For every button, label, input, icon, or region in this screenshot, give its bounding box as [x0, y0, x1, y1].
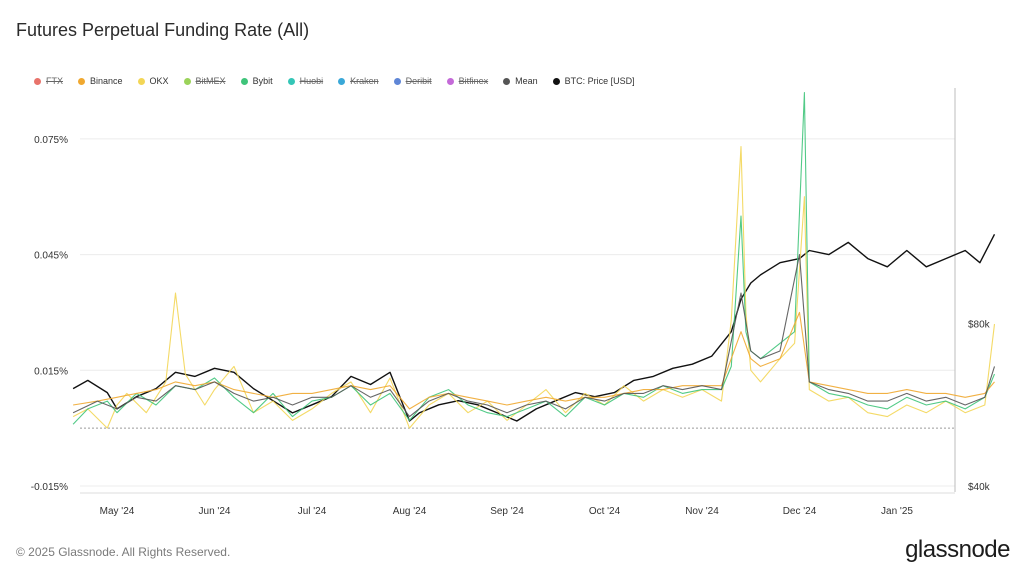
x-tick-label: Jul '24 [298, 506, 327, 517]
legend-swatch [338, 77, 346, 85]
legend-swatch [183, 77, 191, 85]
legend-swatch [137, 77, 145, 85]
x-tick-label: Aug '24 [393, 506, 427, 517]
y2-tick-label: $80k [968, 320, 991, 331]
legend-label: Mean [515, 76, 538, 86]
legend-label: Binance [90, 76, 123, 86]
legend-item-huobi[interactable]: Huobi [287, 74, 324, 88]
legend-item-kraken[interactable]: Kraken [338, 74, 379, 88]
legend-item-bybit[interactable]: Bybit [240, 74, 273, 88]
y-tick-label: 0.075% [34, 135, 68, 146]
legend-item-okx[interactable]: OKX [137, 74, 169, 88]
y-tick-label: 0.045% [34, 251, 68, 262]
x-tick-label: Jan '25 [881, 506, 913, 517]
chart-legend: FTX Binance OKX BitMEX Bybit Huobi Kraken Derib… [34, 74, 650, 88]
series-line-bybit [72, 92, 996, 425]
legend-item-mean[interactable]: Mean [503, 74, 538, 88]
y-tick-label: -0.015% [31, 482, 68, 493]
legend-swatch [393, 77, 401, 85]
legend-item-ftx[interactable]: FTX [34, 74, 63, 88]
x-tick-label: Nov '24 [685, 506, 719, 517]
legend-swatch [287, 77, 295, 85]
series-line-binance [73, 311, 995, 410]
y2-tick-label: $40k [968, 482, 991, 493]
y-tick-label: 0.015% [34, 366, 68, 377]
legend-label: Bitfinex [458, 76, 489, 86]
legend-label: BTC: Price [USD] [564, 76, 635, 86]
legend-label: Bybit [252, 76, 273, 86]
legend-swatch [78, 77, 85, 85]
legend-label: Kraken [350, 76, 379, 86]
legend-label: Huobi [299, 76, 324, 86]
x-tick-label: Dec '24 [783, 506, 817, 517]
series-line-btc-price-usd [72, 233, 996, 422]
legend-item-deribit[interactable]: Deribit [393, 74, 432, 88]
legend-swatch [503, 77, 511, 85]
legend-swatch [34, 77, 41, 85]
legend-label: OKX [149, 76, 169, 86]
legend-item-btc-price-usd[interactable]: BTC: Price [USD] [552, 74, 635, 88]
legend-swatch [446, 77, 454, 85]
series-line-okx [72, 146, 996, 429]
copyright-footer: © 2025 Glassnode. All Rights Reserved. [16, 545, 231, 559]
x-tick-label: Oct '24 [589, 506, 621, 517]
legend-swatch [240, 77, 248, 85]
legend-item-binance[interactable]: Binance [78, 74, 123, 88]
legend-swatch [552, 77, 560, 85]
legend-label: FTX [46, 76, 63, 86]
series-line-mean [72, 254, 996, 418]
x-tick-label: Sep '24 [490, 506, 524, 517]
x-tick-label: May '24 [100, 506, 135, 517]
x-tick-label: Jun '24 [199, 506, 231, 517]
chart-title: Futures Perpetual Funding Rate (All) [16, 20, 310, 40]
legend-label: Deribit [405, 76, 432, 86]
legend-label: BitMEX [195, 76, 226, 86]
glassnode-logo: glassnode [905, 536, 1010, 563]
legend-item-bitfinex[interactable]: Bitfinex [446, 74, 489, 88]
legend-item-bitmex[interactable]: BitMEX [183, 74, 226, 88]
